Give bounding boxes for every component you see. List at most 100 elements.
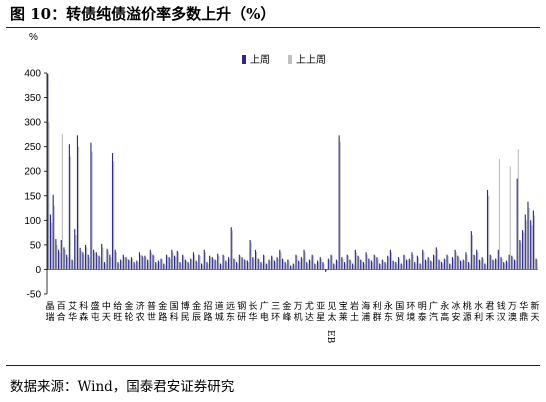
x-category-label: 博民 [181,300,190,323]
bar-previous-week [86,247,88,270]
bar-previous-week [148,260,150,270]
bar-previous-week [426,260,428,270]
bar-previous-week [385,263,387,270]
legend-label-previous-week: 上上周 [296,54,326,66]
bar-previous-week [258,259,260,270]
x-category-label: 广电 [260,300,269,323]
bar-previous-week [377,258,379,270]
bar-last-week [147,259,149,270]
bar-last-week [505,260,507,270]
bar-last-week [468,262,470,270]
bar-last-week [128,259,130,270]
bar-previous-week [490,255,492,270]
y-tick-label: 0 [35,265,41,276]
bar-previous-week [498,158,501,270]
bar-last-week [503,262,505,270]
x-category-label: 钢研 [237,300,246,323]
bar-previous-week [337,260,339,270]
bar-last-week [473,254,475,270]
bar-last-week [230,227,232,270]
x-category-label: 利群 [373,300,382,323]
bar-last-week [244,259,246,270]
bar-last-week [214,259,216,270]
bar-previous-week [285,263,287,270]
bar-last-week [476,249,478,270]
bar-previous-week [412,254,414,270]
bar-previous-week [245,260,247,270]
bar-last-week [384,262,386,270]
bar-previous-week [380,264,382,270]
y-axis-unit-label: % [29,32,38,43]
bar-previous-week [177,252,179,270]
bar-last-week [90,142,92,270]
bar-previous-week [480,260,482,270]
bar-previous-week [274,262,277,270]
figure-title: 图 10：转债纯债溢价率多数上升（%） [10,5,276,23]
bar-last-week [532,210,534,270]
bar-previous-week [153,255,155,270]
bar-last-week [138,252,141,270]
bar-previous-week [501,258,503,270]
bar-last-week [449,263,451,270]
bar-last-week [352,263,354,270]
bar-last-week [222,254,224,270]
bar-last-week [79,247,81,270]
y-tick-label: 100 [24,216,41,227]
bar-previous-week [523,232,525,270]
bar-last-week [122,254,124,270]
x-category-label: 晶瑞 [45,301,54,323]
bar-previous-week [363,263,366,270]
bar-last-week [260,262,262,270]
bar-last-week [157,260,159,270]
bar-previous-week [115,252,117,270]
bar-previous-week [509,166,511,270]
bar-last-week [430,260,432,270]
bar-previous-week [53,205,55,270]
bar-last-week [492,259,494,270]
bar-previous-week [466,254,468,270]
bar-previous-week [94,252,96,270]
bar-previous-week [277,258,279,270]
bar-previous-week [78,146,80,270]
bar-last-week [268,259,270,270]
bar-previous-week [461,262,463,270]
bar-previous-week [310,260,312,270]
bar-previous-week [210,257,212,270]
bar-previous-week [304,252,306,270]
bar-previous-week [218,255,220,270]
bar-previous-week [531,225,533,270]
bar-last-week [114,249,116,270]
bar-previous-week [96,254,99,270]
bar-last-week [203,249,205,270]
bar-previous-week [334,264,336,270]
bar-previous-week [105,263,107,270]
bar-last-week [168,257,170,270]
x-category-label: 金峰 [282,300,291,323]
bar-last-week [397,257,400,270]
bar-last-week [163,263,165,270]
bar-last-week [478,259,480,270]
bar-previous-week [312,255,314,270]
bar-last-week [176,250,178,270]
bar-previous-week [320,258,322,270]
bar-last-week [322,262,324,270]
bar-previous-week [536,259,538,270]
x-category-label: 中天 [102,300,111,323]
bar-previous-week [471,235,474,270]
bar-previous-week [404,255,406,270]
bar-previous-week [183,255,185,270]
source-rule [6,365,540,366]
bar-last-week [52,194,54,270]
bar-last-week [106,248,108,270]
bar-last-week [365,252,367,270]
bar-previous-week [288,260,290,270]
bar-last-week [141,255,143,270]
bar-last-week [530,220,532,270]
data-source-note: 数据来源：Wind，国泰君安证券研究 [10,379,235,395]
bar-previous-week [318,262,320,270]
bar-previous-week [207,263,209,270]
bar-last-week [227,257,230,270]
bar-previous-week [496,259,498,270]
bar-previous-week [407,260,409,270]
bar-previous-week [59,252,61,270]
